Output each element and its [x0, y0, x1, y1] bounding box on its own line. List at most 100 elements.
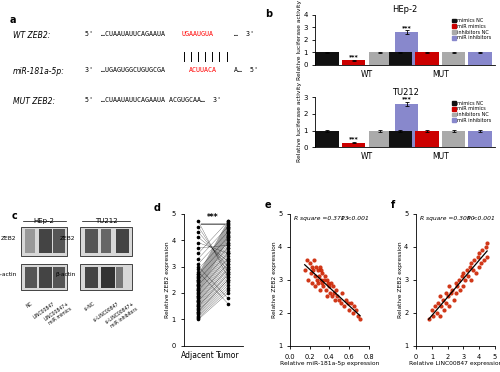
Point — [439, 296, 447, 302]
Text: b: b — [265, 9, 272, 19]
Text: NC: NC — [26, 301, 34, 309]
Point — [194, 294, 202, 300]
Point — [194, 282, 202, 288]
Point — [224, 256, 232, 262]
Point — [224, 240, 232, 246]
Point — [302, 257, 310, 263]
Bar — [468, 131, 492, 147]
Point — [224, 224, 232, 230]
Point — [194, 277, 202, 283]
Point — [224, 250, 232, 256]
Point — [304, 277, 312, 283]
Y-axis label: Relative luciferase activity: Relative luciferase activity — [297, 0, 302, 80]
Point — [224, 250, 232, 256]
Point — [440, 307, 448, 312]
Text: R square =0.3713: R square =0.3713 — [294, 216, 348, 221]
Point — [194, 291, 202, 297]
Point — [483, 240, 491, 246]
Point — [224, 229, 232, 235]
Point — [470, 257, 478, 263]
Point — [477, 260, 485, 266]
Point — [345, 307, 353, 312]
Text: ZEB2: ZEB2 — [60, 236, 76, 241]
Text: si-LINC00847: si-LINC00847 — [92, 301, 120, 323]
Point — [472, 270, 480, 276]
Point — [340, 303, 348, 309]
Point — [194, 295, 202, 301]
Bar — [416, 52, 438, 65]
Point — [318, 270, 326, 276]
Legend: mimics NC, miR mimics, inhibitors NC, miR inhibitors: mimics NC, miR mimics, inhibitors NC, mi… — [450, 17, 492, 41]
Point — [434, 300, 442, 306]
Point — [224, 261, 232, 267]
Point — [194, 301, 202, 307]
Point — [322, 273, 330, 279]
Point — [432, 310, 440, 316]
Bar — [368, 131, 392, 147]
Point — [324, 293, 332, 299]
Point — [194, 275, 202, 281]
Point — [464, 273, 472, 279]
Bar — [442, 52, 466, 65]
Point — [194, 277, 202, 283]
Point — [224, 277, 232, 283]
Point — [194, 274, 202, 280]
Point — [310, 273, 318, 279]
Bar — [416, 131, 438, 147]
Point — [444, 293, 452, 299]
Point — [194, 272, 202, 278]
Point — [224, 234, 232, 240]
Point — [224, 279, 232, 285]
Point — [328, 293, 336, 299]
Point — [475, 263, 483, 269]
Text: LINC00847+
miR mimics: LINC00847+ miR mimics — [44, 301, 74, 327]
Point — [224, 269, 232, 275]
Point — [306, 260, 314, 266]
X-axis label: Relative LINC00847 expression: Relative LINC00847 expression — [409, 361, 500, 366]
Point — [316, 277, 324, 283]
Point — [224, 261, 232, 267]
Point — [224, 218, 232, 224]
Point — [224, 269, 232, 275]
Bar — [39, 266, 52, 288]
Y-axis label: Relative ZEB2 expression: Relative ZEB2 expression — [165, 241, 170, 318]
Point — [458, 273, 466, 279]
Point — [224, 282, 232, 288]
Point — [224, 221, 232, 227]
Point — [194, 289, 202, 295]
Point — [194, 273, 202, 279]
Point — [326, 290, 334, 296]
Point — [466, 263, 473, 269]
Point — [194, 298, 202, 304]
Text: UGAAUGUA: UGAAUGUA — [181, 31, 213, 37]
Point — [224, 229, 232, 235]
Text: ***: *** — [349, 136, 358, 141]
Point — [445, 283, 453, 289]
Point — [194, 302, 202, 308]
Point — [194, 293, 202, 299]
Point — [450, 296, 458, 302]
Point — [194, 266, 202, 272]
Point — [194, 234, 202, 240]
Point — [224, 222, 232, 228]
Point — [224, 290, 232, 296]
Point — [328, 280, 336, 286]
Text: 5'  …CUAAUAUUCAGAAUA: 5' …CUAAUAUUCAGAAUA — [86, 31, 170, 37]
Point — [312, 277, 320, 283]
Point — [224, 227, 232, 232]
Text: MUT ZEB2:: MUT ZEB2: — [12, 97, 54, 106]
Point — [224, 240, 232, 246]
Bar — [116, 266, 122, 288]
Text: 3'  …UGAGUGGCUGUGCGA: 3' …UGAGUGGCUGUGCGA — [86, 67, 166, 73]
Point — [194, 272, 202, 278]
Point — [442, 290, 450, 296]
Point — [461, 277, 469, 283]
Point — [224, 218, 232, 224]
Point — [478, 247, 486, 253]
Point — [336, 296, 344, 302]
Bar — [316, 52, 339, 65]
Bar — [20, 264, 68, 290]
Point — [318, 267, 326, 273]
Point — [194, 261, 202, 267]
Point — [468, 277, 475, 283]
